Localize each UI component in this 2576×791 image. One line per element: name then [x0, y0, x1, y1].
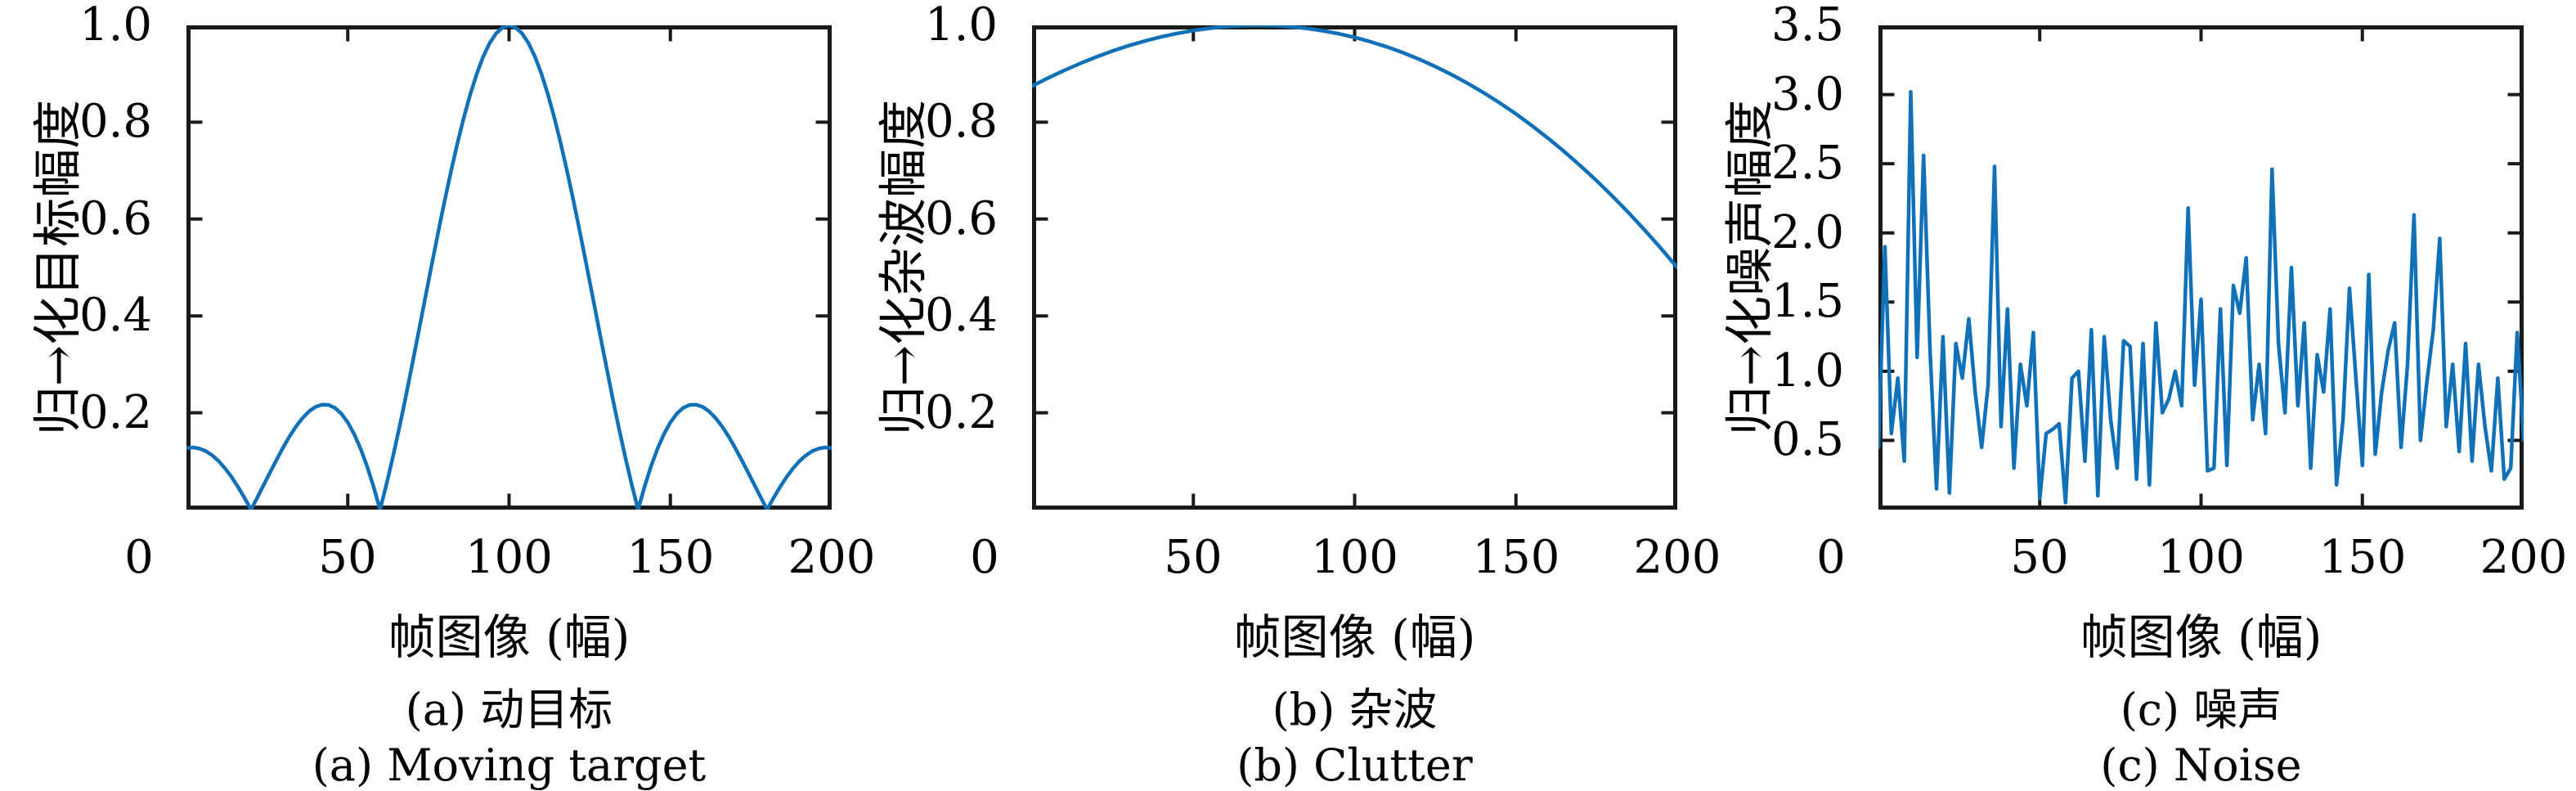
tick-marks	[1878, 25, 2524, 508]
caption-en: (a) Moving target	[312, 739, 707, 791]
ytick-label: 3.5	[1770, 0, 1844, 52]
caption-en: (c) Noise	[2100, 739, 2302, 791]
ytick-label: 0.2	[79, 386, 152, 439]
xtick-label: 150	[626, 531, 715, 584]
caption-en: (b) Clutter	[1236, 739, 1473, 791]
x-axis-label: 帧图像 (幅)	[1233, 609, 1476, 665]
xtick-label: 150	[2318, 531, 2407, 584]
xtick-label: 200	[788, 531, 876, 584]
xtick-label: 50	[2010, 531, 2069, 584]
xtick-label: 0	[970, 531, 999, 584]
ytick-label: 0.8	[924, 95, 998, 148]
axes-box	[186, 25, 832, 510]
y-axis-label: 归→化目标幅度	[29, 99, 88, 436]
caption-zh: (a) 动目标	[405, 684, 613, 735]
ytick-label: 3.0	[1770, 68, 1844, 121]
ytick-label: 0.5	[1770, 413, 1844, 466]
x-axis-label: 帧图像 (幅)	[388, 609, 631, 665]
xtick-label: 200	[1633, 531, 1721, 584]
ytick-label: 1.0	[924, 0, 998, 52]
xtick-label: 200	[2480, 531, 2568, 584]
ytick-label: 2.0	[1770, 206, 1844, 259]
xtick-label: 0	[1816, 531, 1846, 584]
xtick-label: 50	[1164, 531, 1223, 584]
tick-marks	[186, 25, 832, 508]
ytick-label: 0.4	[924, 289, 998, 342]
subplot-a: 归→化目标幅度 1.0 0.8 0.6 0.4 0.2 0 50 100 150…	[0, 0, 884, 791]
ytick-label: 1.5	[1770, 275, 1844, 328]
ytick-label: 1.0	[1770, 344, 1844, 398]
xtick-label: 150	[1472, 531, 1560, 584]
clutter-series-line	[1032, 25, 1677, 270]
axes-box	[1032, 25, 1677, 510]
axes-box	[1878, 25, 2524, 510]
ytick-label: 0.2	[924, 386, 998, 439]
ytick-label: 1.0	[79, 0, 152, 52]
ytick-label: 0.6	[924, 192, 998, 245]
tick-marks	[1032, 25, 1677, 508]
xtick-label: 0	[124, 531, 154, 584]
ytick-label: 0.6	[79, 192, 152, 245]
plot-area-b	[1032, 25, 1677, 510]
y-axis-label: 归→化杂波幅度	[875, 99, 933, 436]
xtick-label: 100	[1311, 531, 1398, 584]
xtick-label: 100	[465, 531, 553, 584]
plot-area-a	[186, 25, 832, 510]
caption-zh: (b) 杂波	[1272, 684, 1438, 735]
target-series-line	[186, 25, 832, 510]
noise-series-line	[1878, 89, 2524, 505]
plot-area-c	[1878, 25, 2524, 510]
xtick-label: 50	[318, 531, 377, 584]
ytick-label: 0.4	[79, 289, 152, 342]
caption-zh: (c) 噪声	[2120, 684, 2282, 735]
xtick-label: 100	[2157, 531, 2245, 584]
subplot-c: 归→化噪声幅度 3.5 3.0 2.5 2.0 1.5 1.0 0.5 0 50…	[1692, 0, 2576, 791]
ytick-label: 0.8	[79, 95, 152, 148]
subplot-b: 归→化杂波幅度 1.0 0.8 0.6 0.4 0.2 0 50 100 150…	[846, 0, 1730, 791]
x-axis-label: 帧图像 (幅)	[2080, 609, 2322, 665]
ytick-label: 2.5	[1770, 137, 1844, 190]
